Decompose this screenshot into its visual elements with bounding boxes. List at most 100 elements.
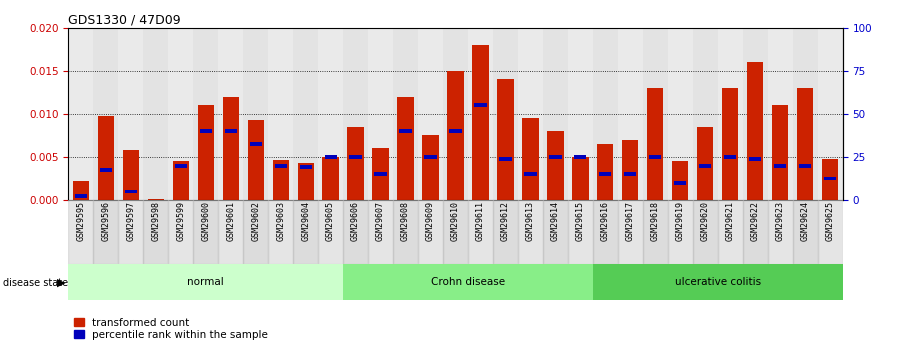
Bar <box>343 264 593 300</box>
Bar <box>73 181 89 200</box>
Bar <box>747 62 763 200</box>
Bar <box>393 200 418 264</box>
Text: GSM29601: GSM29601 <box>226 201 235 242</box>
Bar <box>593 28 618 200</box>
Bar <box>193 200 219 264</box>
Bar <box>219 200 243 264</box>
Text: GSM29603: GSM29603 <box>276 201 285 242</box>
Bar <box>493 200 518 264</box>
Bar <box>650 155 661 159</box>
Text: GSM29621: GSM29621 <box>726 201 735 242</box>
Bar <box>143 200 169 264</box>
Bar <box>722 88 739 200</box>
Bar <box>572 157 589 200</box>
Bar <box>399 129 412 133</box>
Bar <box>493 28 518 200</box>
Bar <box>468 28 493 200</box>
Bar <box>443 28 468 200</box>
Bar <box>549 155 561 159</box>
Bar <box>548 131 564 200</box>
Text: GSM29622: GSM29622 <box>751 201 760 242</box>
Bar <box>193 28 219 200</box>
Bar <box>318 28 343 200</box>
Bar <box>593 200 618 264</box>
Bar <box>618 28 643 200</box>
Text: normal: normal <box>188 277 224 287</box>
Bar <box>99 168 112 172</box>
Bar <box>668 28 692 200</box>
Bar <box>475 103 486 107</box>
Bar <box>674 181 686 185</box>
Bar <box>75 194 87 198</box>
Bar <box>774 164 786 168</box>
Bar <box>543 200 568 264</box>
Bar <box>418 28 443 200</box>
Bar <box>473 45 488 200</box>
Bar <box>797 88 814 200</box>
Legend: transformed count, percentile rank within the sample: transformed count, percentile rank withi… <box>74 318 268 340</box>
Text: GSM29624: GSM29624 <box>801 201 810 242</box>
Bar <box>593 264 843 300</box>
Bar <box>468 200 493 264</box>
Text: GSM29613: GSM29613 <box>526 201 535 242</box>
Bar <box>343 28 368 200</box>
Bar <box>268 28 293 200</box>
Bar <box>773 105 788 200</box>
Bar <box>418 200 443 264</box>
Bar <box>222 97 239 200</box>
Bar <box>397 97 414 200</box>
Bar <box>543 28 568 200</box>
Text: GSM29607: GSM29607 <box>376 201 385 242</box>
Bar <box>643 200 668 264</box>
Bar <box>225 129 237 133</box>
Text: GSM29620: GSM29620 <box>701 201 710 242</box>
Bar <box>718 200 742 264</box>
Bar <box>618 200 643 264</box>
Text: GSM29614: GSM29614 <box>551 201 560 242</box>
Bar <box>824 177 836 180</box>
Bar <box>647 88 663 200</box>
Bar <box>423 136 438 200</box>
Bar <box>250 142 261 146</box>
Bar <box>518 28 543 200</box>
Bar <box>200 129 211 133</box>
Bar <box>343 200 368 264</box>
Bar <box>368 28 393 200</box>
Bar <box>248 120 264 200</box>
Bar <box>298 163 313 200</box>
Text: GSM29615: GSM29615 <box>576 201 585 242</box>
Bar <box>300 165 312 169</box>
Text: GSM29606: GSM29606 <box>351 201 360 242</box>
Text: disease state: disease state <box>3 278 67 288</box>
Bar <box>768 28 793 200</box>
Bar <box>93 28 118 200</box>
Bar <box>568 28 593 200</box>
Bar <box>68 200 93 264</box>
Bar <box>518 200 543 264</box>
Text: GSM29599: GSM29599 <box>176 201 185 242</box>
Text: GSM29617: GSM29617 <box>626 201 635 242</box>
Bar <box>169 200 193 264</box>
Bar <box>692 200 718 264</box>
Bar <box>373 148 389 200</box>
Bar <box>700 164 711 168</box>
Bar <box>447 71 464 200</box>
Bar <box>598 144 613 200</box>
Bar <box>799 164 812 168</box>
Bar <box>697 127 713 200</box>
Text: GSM29602: GSM29602 <box>251 201 261 242</box>
Bar <box>293 28 318 200</box>
Text: GSM29625: GSM29625 <box>825 201 834 242</box>
Text: GSM29616: GSM29616 <box>601 201 609 242</box>
Bar <box>749 157 762 161</box>
Text: GSM29619: GSM29619 <box>676 201 685 242</box>
Bar <box>350 155 362 159</box>
Text: ulcerative colitis: ulcerative colitis <box>675 277 761 287</box>
Bar <box>219 28 243 200</box>
Bar <box>718 28 742 200</box>
Bar <box>724 155 736 159</box>
Bar <box>243 28 268 200</box>
Text: GSM29598: GSM29598 <box>151 201 160 242</box>
Bar <box>347 127 363 200</box>
Bar <box>522 118 538 200</box>
